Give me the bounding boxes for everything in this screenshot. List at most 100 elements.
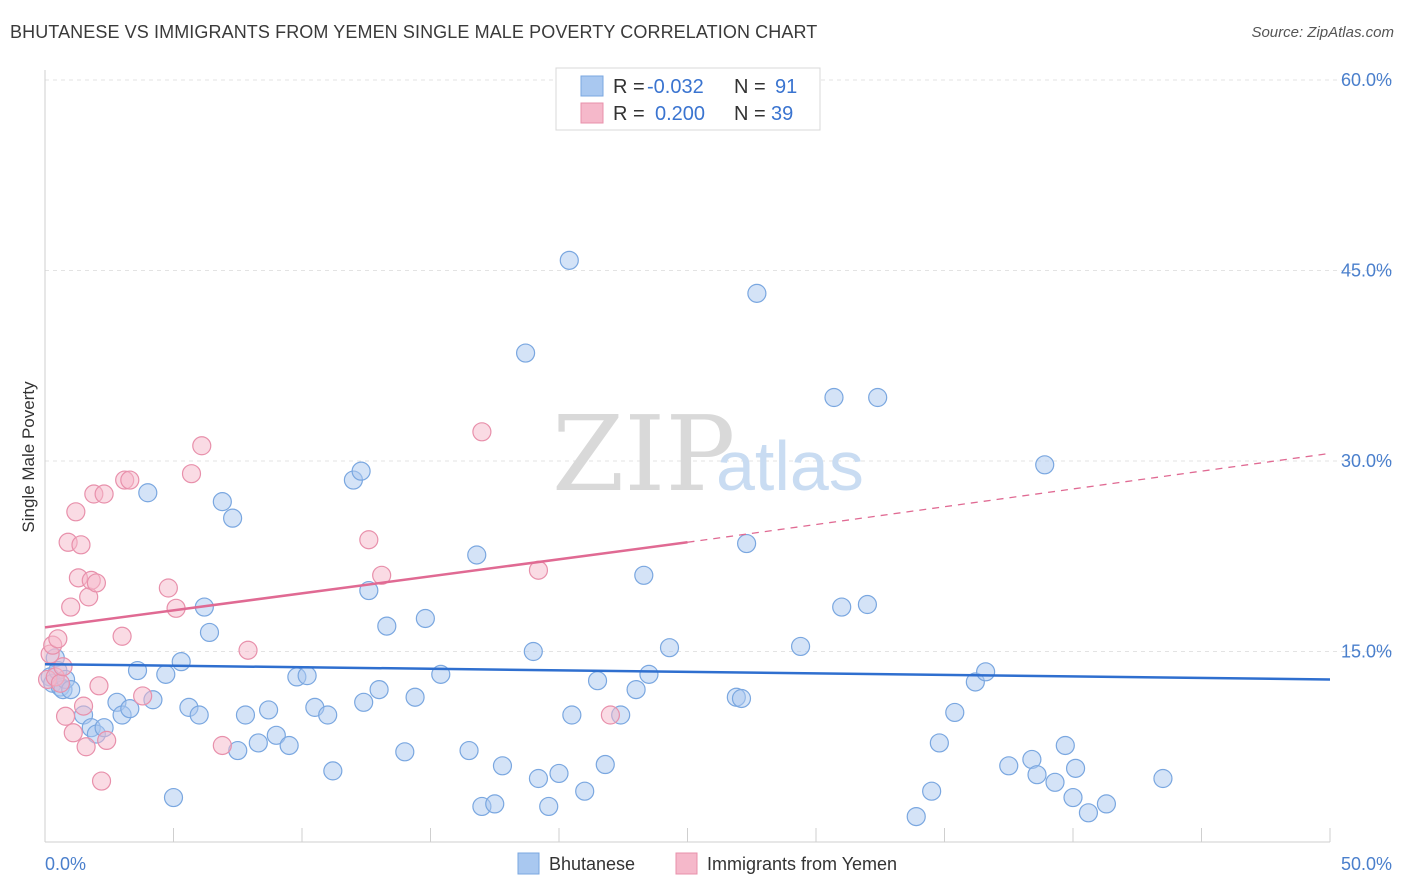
x-ticks xyxy=(44,828,1331,842)
point-bhutanese-77 xyxy=(906,806,926,827)
legend-n-label-1: N = xyxy=(734,103,766,125)
point-bhutanese-45 xyxy=(405,687,425,707)
point-bhutanese-20 xyxy=(171,652,191,672)
point-bhutanese-14 xyxy=(120,699,140,719)
point-bhutanese-34 xyxy=(297,666,317,686)
legend-bottom: Bhutanese Immigrants from Yemen xyxy=(517,852,897,875)
point-bhutanese-72 xyxy=(790,636,811,657)
y-tick-label-0: 15.0% xyxy=(1341,642,1392,662)
watermark-zip: ZIP xyxy=(552,393,735,515)
yemen-points xyxy=(37,422,621,791)
legend-swatch-yemen xyxy=(580,102,604,124)
point-bhutanese-51 xyxy=(485,794,505,814)
point-bhutanese-44 xyxy=(395,742,415,762)
point-bhutanese-61 xyxy=(587,671,608,691)
point-bhutanese-89 xyxy=(1063,787,1083,808)
point-bhutanese-75 xyxy=(857,594,878,615)
trend-line-yemen-extension xyxy=(687,452,1331,543)
point-bhutanese-58 xyxy=(559,250,579,270)
legend-bottom-label-yemen: Immigrants from Yemen xyxy=(707,854,897,874)
trend-lines xyxy=(44,452,1331,681)
point-yemen-35 xyxy=(372,565,392,585)
point-bhutanese-66 xyxy=(639,664,659,684)
legend-r-label-1: R = xyxy=(613,103,645,125)
point-bhutanese-82 xyxy=(976,662,996,682)
point-bhutanese-49 xyxy=(467,545,487,565)
point-bhutanese-25 xyxy=(212,492,232,512)
point-bhutanese-30 xyxy=(258,700,279,720)
point-bhutanese-52 xyxy=(492,756,513,776)
trend-line-bhutanese xyxy=(44,662,1331,681)
point-bhutanese-29 xyxy=(248,733,268,753)
point-yemen-22 xyxy=(94,484,114,504)
point-yemen-26 xyxy=(120,470,140,490)
point-bhutanese-62 xyxy=(595,754,615,775)
point-bhutanese-32 xyxy=(279,735,299,756)
point-yemen-28 xyxy=(158,578,178,598)
point-bhutanese-92 xyxy=(1096,794,1117,814)
point-yemen-15 xyxy=(76,737,96,757)
point-yemen-20 xyxy=(89,676,109,696)
point-bhutanese-43 xyxy=(377,616,397,636)
point-bhutanese-71 xyxy=(747,283,767,303)
point-bhutanese-88 xyxy=(1055,735,1075,756)
point-bhutanese-93 xyxy=(1153,768,1173,789)
point-bhutanese-76 xyxy=(868,387,888,408)
point-yemen-13 xyxy=(71,535,91,555)
point-yemen-9 xyxy=(61,597,81,617)
point-bhutanese-91 xyxy=(1078,803,1099,823)
legend-bottom-swatch-yemen xyxy=(675,852,698,875)
y-axis-label: Single Male Poverty xyxy=(19,381,38,533)
point-bhutanese-37 xyxy=(323,761,343,781)
point-bhutanese-36 xyxy=(318,705,338,725)
point-yemen-33 xyxy=(238,640,258,660)
point-bhutanese-90 xyxy=(1065,758,1086,778)
bhutanese-points xyxy=(40,250,1173,827)
point-bhutanese-42 xyxy=(369,679,389,700)
point-bhutanese-56 xyxy=(539,796,559,817)
point-yemen-23 xyxy=(97,730,117,751)
gridlines xyxy=(45,79,1392,652)
point-bhutanese-22 xyxy=(189,705,209,725)
point-yemen-7 xyxy=(55,706,76,726)
point-bhutanese-53 xyxy=(515,343,536,363)
watermark-atlas: atlas xyxy=(716,427,864,505)
legend-r-label-0: R = xyxy=(613,76,645,98)
point-bhutanese-31 xyxy=(266,725,286,745)
point-yemen-5 xyxy=(50,673,71,693)
point-bhutanese-74 xyxy=(832,597,852,617)
y-tick-labels: 15.0% 30.0% 45.0% 60.0% xyxy=(1341,70,1392,662)
y-tick-label-3: 60.0% xyxy=(1341,70,1392,90)
point-bhutanese-54 xyxy=(523,641,543,662)
point-bhutanese-79 xyxy=(929,733,949,753)
legend-bottom-swatch-bhutanese xyxy=(517,852,540,875)
legend-r-value-1: 0.200 xyxy=(655,103,705,125)
y-tick-label-1: 30.0% xyxy=(1341,451,1392,471)
point-bhutanese-87 xyxy=(1045,772,1065,792)
point-bhutanese-28 xyxy=(235,705,256,725)
point-yemen-6 xyxy=(53,657,73,677)
point-bhutanese-39 xyxy=(351,461,371,481)
point-bhutanese-78 xyxy=(922,781,942,801)
point-bhutanese-48 xyxy=(459,740,479,761)
trend-line-yemen xyxy=(44,541,688,629)
point-bhutanese-55 xyxy=(528,768,549,789)
point-yemen-38 xyxy=(600,705,621,725)
point-bhutanese-69 xyxy=(731,688,752,709)
point-yemen-19 xyxy=(86,573,107,593)
point-bhutanese-24 xyxy=(199,622,220,643)
point-bhutanese-16 xyxy=(138,483,158,503)
legend-n-value-0: 91 xyxy=(775,76,797,98)
watermark: ZIP atlas xyxy=(552,393,864,515)
point-yemen-10 xyxy=(63,723,83,743)
point-bhutanese-65 xyxy=(634,565,654,585)
point-yemen-11 xyxy=(66,502,86,522)
point-yemen-34 xyxy=(359,530,379,550)
legend-swatch-bhutanese xyxy=(580,75,604,97)
point-yemen-21 xyxy=(91,771,112,791)
chart-title: BHUTANESE VS IMMIGRANTS FROM YEMEN SINGL… xyxy=(10,22,818,42)
point-bhutanese-85 xyxy=(1027,765,1047,785)
point-bhutanese-18 xyxy=(156,664,176,684)
point-yemen-24 xyxy=(112,626,132,646)
point-bhutanese-64 xyxy=(626,679,646,700)
